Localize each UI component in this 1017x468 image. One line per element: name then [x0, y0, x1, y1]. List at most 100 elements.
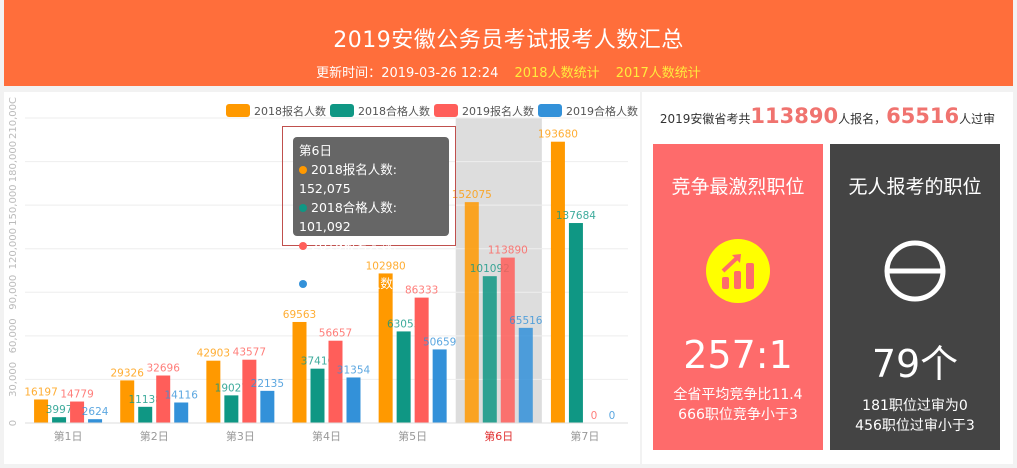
- data-label: 101092: [470, 263, 510, 275]
- card-most-competitive: 竞争最激烈职位 257:1 全省平均竞争比11.4 666职位竞争小于3: [653, 144, 823, 450]
- bar: [52, 417, 67, 423]
- data-label: 32696: [147, 363, 181, 375]
- legend-swatch: [538, 104, 562, 117]
- bar: [500, 257, 515, 423]
- data-label: 3997: [46, 404, 73, 416]
- update-time: 2019-03-26 12:24: [381, 66, 499, 81]
- tooltip-row: 2018合格人数: 101,092: [299, 200, 398, 234]
- data-label: 14779: [60, 389, 93, 401]
- data-label: 43577: [233, 347, 266, 359]
- tooltip-highlight-box: 第6日 2018报名人数: 152,075 2018合格人数: 101,092 …: [282, 126, 456, 310]
- bar: [34, 399, 49, 423]
- data-label: 19027: [215, 382, 248, 394]
- summary-line: 2019安徽省考共113890人报名，65516人过审: [659, 104, 996, 128]
- y-tick-label: 0: [8, 420, 19, 426]
- bar: [292, 321, 307, 423]
- x-tick-label: 第4日: [312, 429, 341, 443]
- tooltip-title: 第6日: [299, 143, 332, 158]
- x-tick-label: 第3日: [226, 429, 255, 443]
- bar: [432, 349, 447, 423]
- data-label: 152075: [452, 189, 492, 201]
- y-tick-label: 30,000: [8, 362, 19, 397]
- header: 2019安徽公务员考试报考人数汇总 更新时间：2019-03-26 12:24 …: [4, 0, 1013, 86]
- empty-circle-icon: [883, 239, 947, 303]
- data-label: 29326: [111, 367, 145, 379]
- data-label: 11138: [129, 394, 162, 406]
- bar: [550, 141, 565, 423]
- bar: [156, 375, 171, 423]
- data-label: 0: [609, 410, 616, 422]
- data-label: 69563: [283, 309, 316, 321]
- bar: [310, 368, 325, 423]
- bar: [568, 223, 583, 423]
- data-label: 193680: [538, 129, 578, 141]
- y-tick-label: 120,000: [8, 228, 19, 269]
- bar: [70, 401, 85, 423]
- data-label: 63053: [387, 318, 420, 330]
- data-label: 113890: [488, 245, 528, 257]
- data-label: 2624: [82, 406, 109, 418]
- bar: [482, 276, 497, 423]
- bar: [138, 406, 153, 423]
- competition-ratio: 257:1: [683, 333, 793, 377]
- legend-label: 2018报名人数: [254, 104, 326, 118]
- data-label: 0: [591, 410, 598, 422]
- data-label: 31354: [337, 364, 371, 376]
- tooltip-row: 2019报名人数: 113,890: [299, 238, 398, 272]
- bar: [260, 390, 275, 423]
- data-label: 86333: [405, 285, 438, 297]
- x-tick-label: 第7日: [570, 429, 599, 443]
- x-tick-label: 第1日: [54, 429, 83, 443]
- data-label: 16197: [24, 386, 57, 398]
- data-label: 42903: [197, 348, 230, 360]
- bar: [396, 331, 411, 423]
- bar: [328, 340, 343, 423]
- bar: [242, 359, 257, 423]
- data-label: 22135: [251, 378, 284, 390]
- bar: [414, 297, 429, 423]
- bar: [174, 402, 189, 423]
- tooltip-row: 2018报名人数: 152,075: [299, 162, 398, 196]
- link-2018-stats[interactable]: 2018人数统计: [514, 66, 600, 81]
- card-no-applicants: 无人报考的职位 79个 181职位过审为0 456职位过审小于3: [830, 144, 1000, 450]
- passed-count: 65516: [886, 104, 960, 128]
- data-label: 56657: [319, 328, 352, 340]
- data-label: 137684: [556, 210, 596, 222]
- x-tick-label: 第2日: [140, 429, 169, 443]
- legend-label: 2019报名人数: [462, 104, 534, 118]
- tooltip-row: 2019合格人数: 65,516: [299, 276, 398, 310]
- y-tick-label: 210,00C: [8, 97, 19, 139]
- bar: [464, 202, 479, 423]
- chart-svg: 0 30,000 60,000 90,000 120,000 150,000 180,000…: [8, 97, 638, 443]
- bar: [518, 327, 533, 423]
- y-tick-label: 150,000: [8, 184, 19, 225]
- data-label: 14116: [165, 389, 199, 401]
- chart-up-icon: [706, 239, 770, 303]
- bar: [88, 419, 103, 423]
- x-tick-label: 第5日: [398, 429, 427, 443]
- page-title: 2019安徽公务员考试报考人数汇总: [333, 28, 684, 53]
- bar: [224, 395, 239, 423]
- legend-label: 2019合格人数: [566, 104, 638, 118]
- legend-swatch: [330, 104, 354, 117]
- data-label: 37410: [301, 356, 334, 368]
- bar: [206, 360, 221, 423]
- x-tick-label: 第6日: [484, 429, 513, 443]
- bar-chart: 0 30,000 60,000 90,000 120,000 150,000 180,000…: [4, 92, 640, 464]
- applicants-count: 113890: [750, 104, 839, 128]
- legend-swatch: [226, 104, 250, 117]
- y-tick-label: 180,000: [8, 141, 19, 182]
- tooltip: 第6日 2018报名人数: 152,075 2018合格人数: 101,092 …: [293, 137, 449, 310]
- bar: [346, 377, 361, 423]
- data-label: 65516: [509, 315, 543, 327]
- legend-label: 2018合格人数: [358, 104, 430, 118]
- bar: [120, 380, 135, 423]
- legend-swatch: [434, 104, 458, 117]
- bar: [378, 273, 393, 423]
- subheader: 更新时间：2019-03-26 12:24 2018人数统计 2017人数统计: [4, 62, 1013, 81]
- no-applicant-count: 79个: [871, 342, 959, 386]
- y-tick-label: 90,000: [8, 275, 19, 310]
- link-2017-stats[interactable]: 2017人数统计: [615, 66, 701, 81]
- data-label: 102980: [366, 260, 406, 272]
- data-label: 50659: [423, 336, 456, 348]
